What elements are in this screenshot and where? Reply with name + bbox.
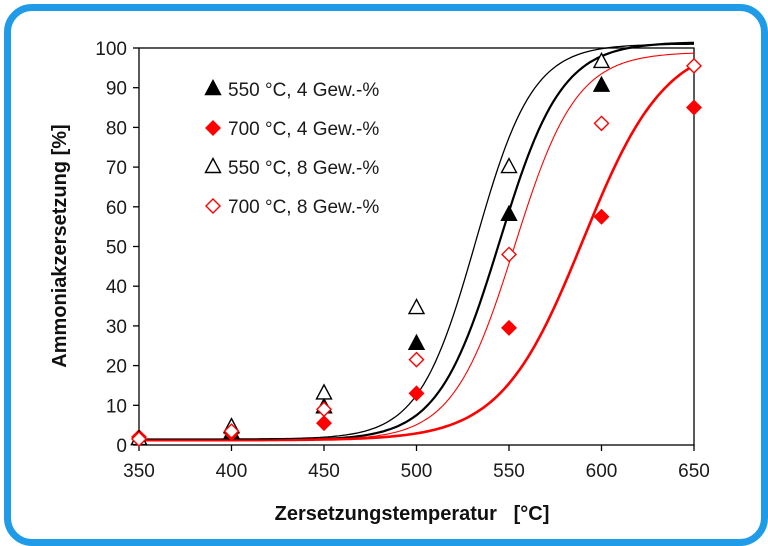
data-point-series-1 (500, 204, 518, 221)
y-tick-label: 20 (106, 357, 127, 378)
x-tick-label: 550 (493, 461, 525, 482)
y-tick-label: 50 (106, 238, 127, 259)
y-tick-label: 30 (106, 317, 127, 338)
data-point-series-4 (223, 423, 240, 440)
y-tick-label: 100 (95, 39, 127, 60)
axes: 0 10 20 30 40 50 60 70 80 90 100 350 400 450 500 550 600… (95, 39, 710, 482)
y-tick-label: 70 (106, 158, 127, 179)
legend: 550 °C, 4 Gew.-% 700 °C, 4 Gew.-% 550 °C, … (204, 79, 379, 218)
data-point-series-4 (501, 246, 517, 263)
x-tick-label: 650 (678, 461, 710, 482)
data-point-series-3 (592, 51, 611, 69)
legend-marker-4 (205, 198, 221, 214)
x-tick-label: 500 (401, 461, 433, 482)
x-tick-label: 450 (308, 461, 340, 482)
y-axis-title: Ammoniakzersetzung [%] (49, 124, 71, 367)
x-tick-label: 400 (216, 461, 248, 482)
data-point-series-2 (316, 415, 332, 432)
data-markers (130, 51, 702, 448)
legend-marker-3 (204, 157, 222, 174)
legend-marker-2 (205, 120, 221, 136)
data-point-series-3 (500, 157, 518, 174)
data-point-series-3 (407, 298, 426, 315)
y-tick-label: 80 (106, 118, 127, 139)
fit-curve-2 (139, 64, 695, 442)
data-point-series-4 (131, 431, 147, 448)
y-tick-label: 40 (106, 277, 127, 298)
y-tick-label: 90 (106, 79, 127, 100)
data-point-series-1 (407, 333, 426, 350)
y-tick-label: 10 (106, 396, 127, 417)
legend-label-3: 550 °C, 8 Gew.-% (228, 158, 379, 179)
x-tick-label: 350 (123, 461, 155, 482)
fit-curve-1 (139, 41, 695, 442)
x-axis-title: Zersetzungstemperatur [°C] (275, 503, 550, 525)
legend-marker-1 (204, 79, 222, 96)
data-point-series-4 (593, 115, 610, 132)
fit-curves (139, 41, 695, 442)
data-point-series-3 (315, 383, 333, 400)
data-point-series-2 (501, 319, 517, 336)
chart-frame (4, 4, 768, 546)
legend-label-4: 700 °C, 8 Gew.-% (228, 197, 379, 218)
fit-curve-4 (139, 52, 695, 441)
data-point-series-4 (408, 351, 425, 368)
fit-curve-3 (139, 43, 694, 440)
x-tick-label: 600 (586, 461, 618, 482)
data-point-series-2 (408, 385, 425, 402)
data-point-series-2 (593, 208, 610, 225)
legend-label-2: 700 °C, 4 Gew.-% (228, 119, 379, 140)
data-point-series-1 (592, 75, 611, 92)
data-point-series-2 (686, 99, 702, 116)
legend-label-1: 550 °C, 4 Gew.-% (228, 80, 379, 101)
y-tick-label: 60 (106, 198, 127, 219)
y-tick-label: 0 (116, 436, 127, 457)
data-point-series-4 (316, 401, 332, 418)
data-point-series-4 (686, 57, 702, 74)
